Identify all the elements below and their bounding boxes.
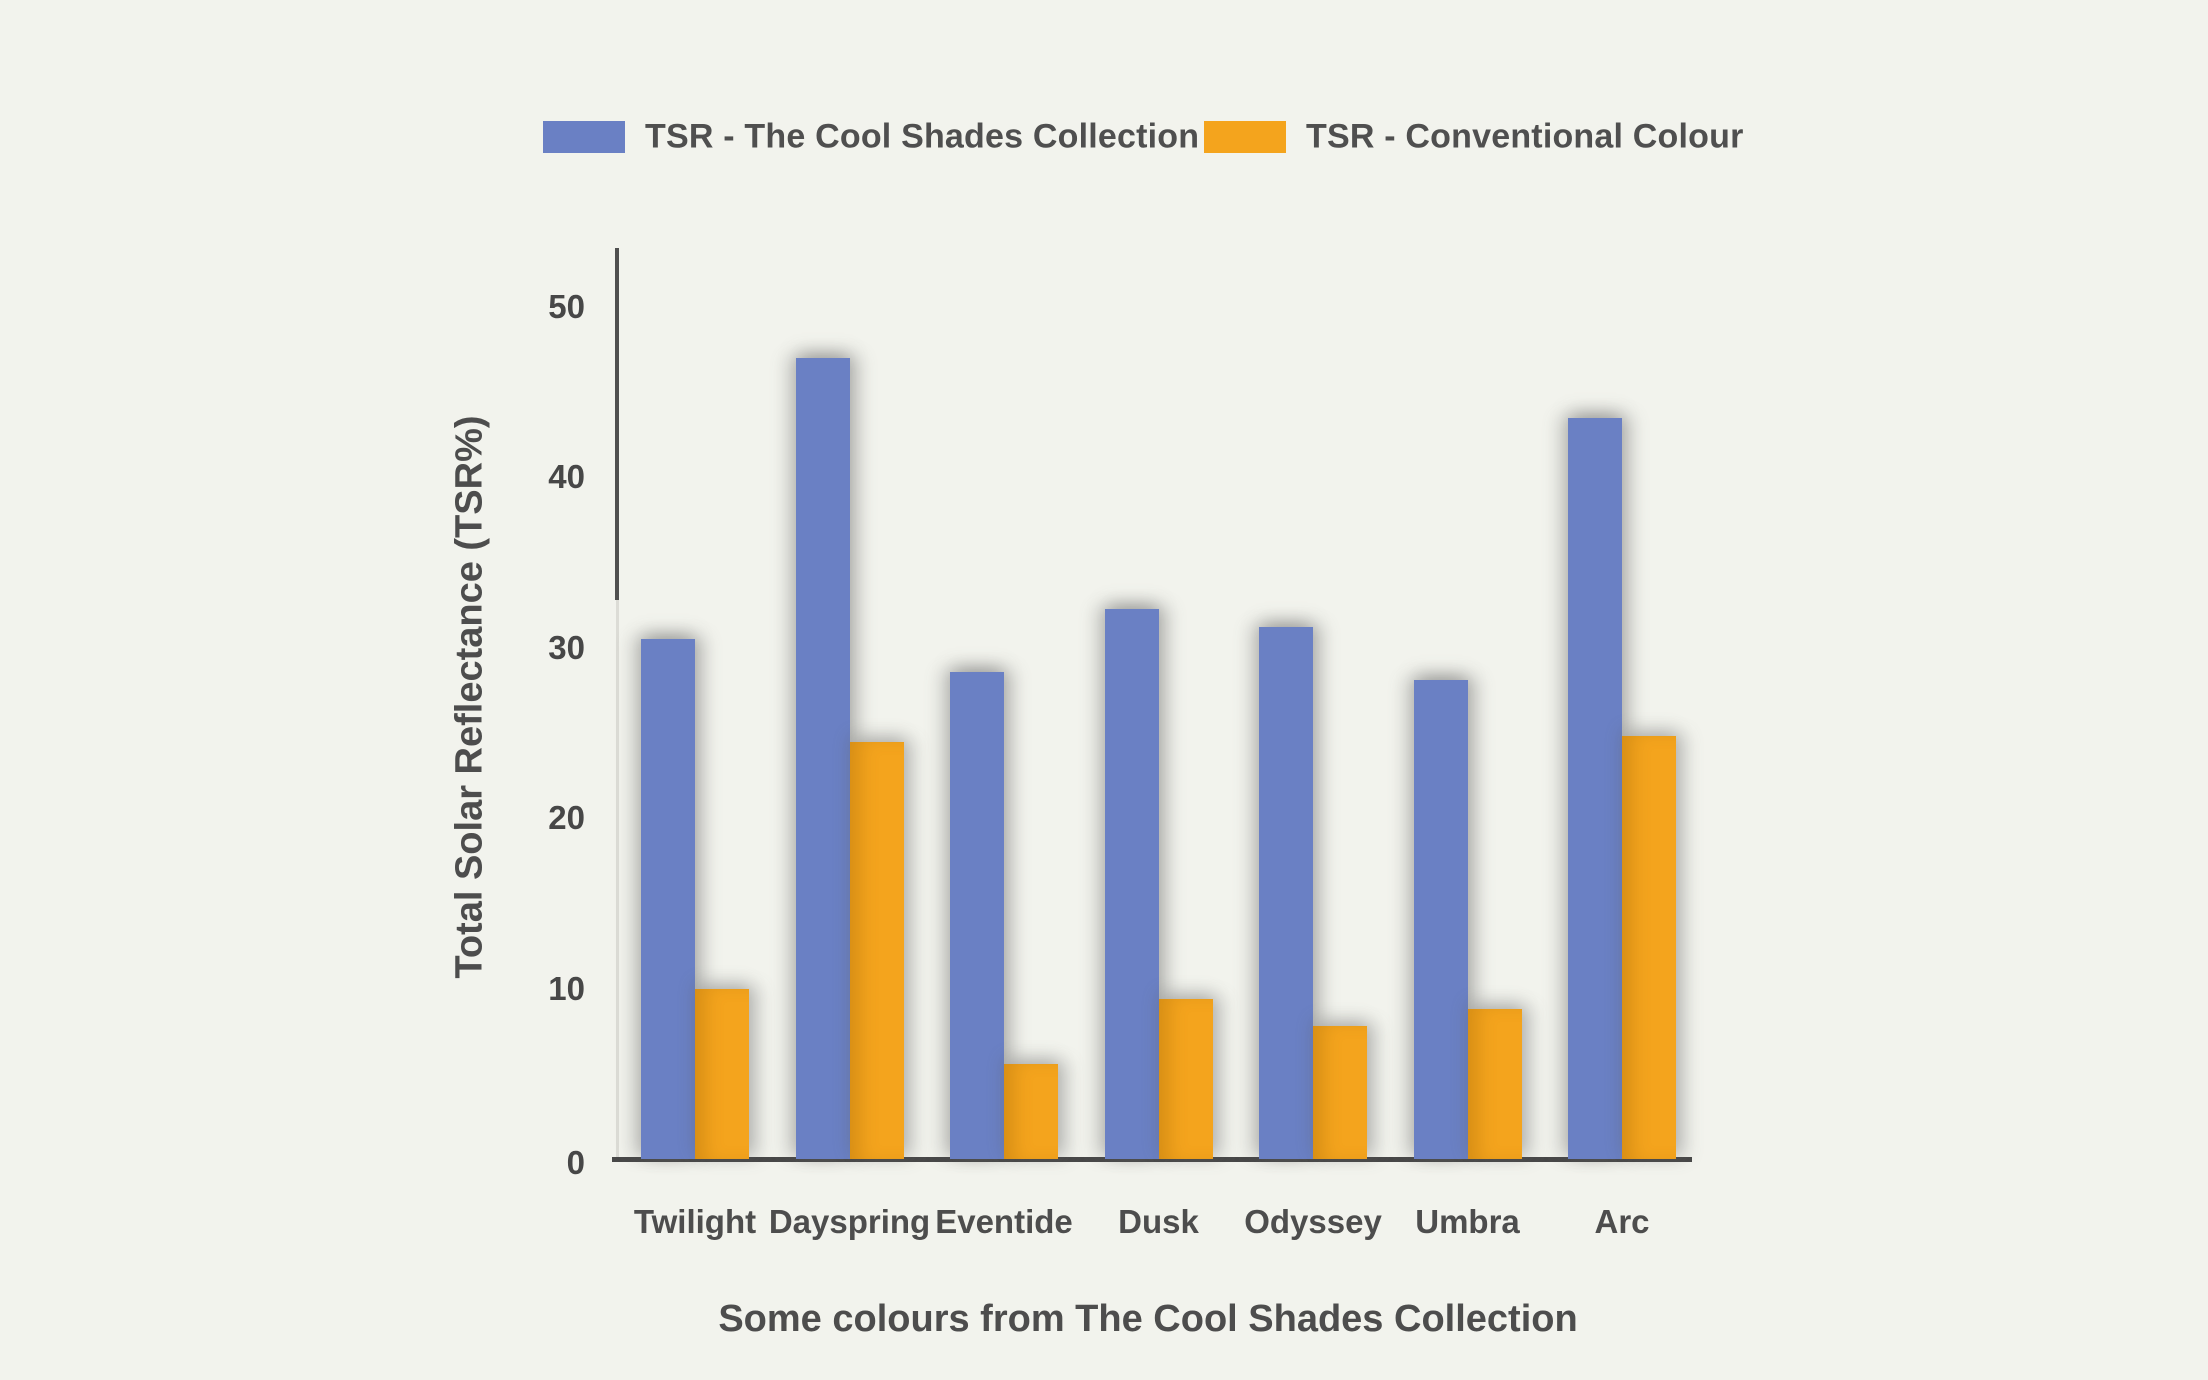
bar-conventional-eventide [1004, 1063, 1058, 1159]
bar-cool-shades-dusk [1104, 608, 1159, 1159]
category-label-twilight: Twilight [633, 1203, 757, 1240]
y-tick-label-20: 20 [548, 799, 585, 837]
bar-conventional-arc [1622, 736, 1676, 1159]
category-label-dayspring: Dayspring [768, 1203, 931, 1240]
bar-cool-shades-arc [1568, 417, 1622, 1159]
y-axis-line-faint [616, 600, 619, 1159]
y-tick-label-10: 10 [548, 969, 585, 1007]
y-tick-label-30: 30 [548, 628, 585, 666]
bar-cool-shades-eventide [950, 671, 1004, 1159]
x-axis-line [612, 1157, 1692, 1162]
x-axis-title: Some colours from The Cool Shades Collec… [718, 1298, 1578, 1340]
bar-cool-shades-umbra [1413, 680, 1468, 1159]
category-label-eventide: Eventide [935, 1203, 1073, 1240]
bar-cool-shades-odyssey [1259, 627, 1313, 1159]
y-axis-title: Total Solar Reflectance (TSR%) [448, 415, 491, 979]
y-tick-label-40: 40 [548, 458, 585, 496]
y-axis-line [615, 248, 619, 600]
cool-shades-legend-swatch [543, 121, 625, 153]
bar-conventional-odyssey [1313, 1026, 1367, 1159]
conventional-legend-label: TSR - Conventional Colour [1306, 117, 1744, 156]
conventional-legend-swatch [1204, 121, 1286, 153]
bar-conventional-twilight [695, 988, 749, 1159]
bar-conventional-dayspring [849, 741, 904, 1159]
category-label-dusk: Dusk [1118, 1203, 1199, 1240]
category-label-umbra: Umbra [1415, 1203, 1520, 1240]
y-tick-label-50: 50 [548, 288, 585, 325]
bar-conventional-dusk [1158, 998, 1213, 1159]
bar-cool-shades-dayspring [795, 358, 850, 1159]
bar-conventional-umbra [1467, 1009, 1522, 1159]
category-label-odyssey: Odyssey [1244, 1203, 1382, 1240]
category-label-arc: Arc [1594, 1203, 1650, 1240]
bar-cool-shades-twilight [641, 639, 695, 1159]
y-tick-label-0: 0 [566, 1144, 585, 1181]
cool-shades-legend-label: TSR - The Cool Shades Collection [645, 117, 1200, 156]
